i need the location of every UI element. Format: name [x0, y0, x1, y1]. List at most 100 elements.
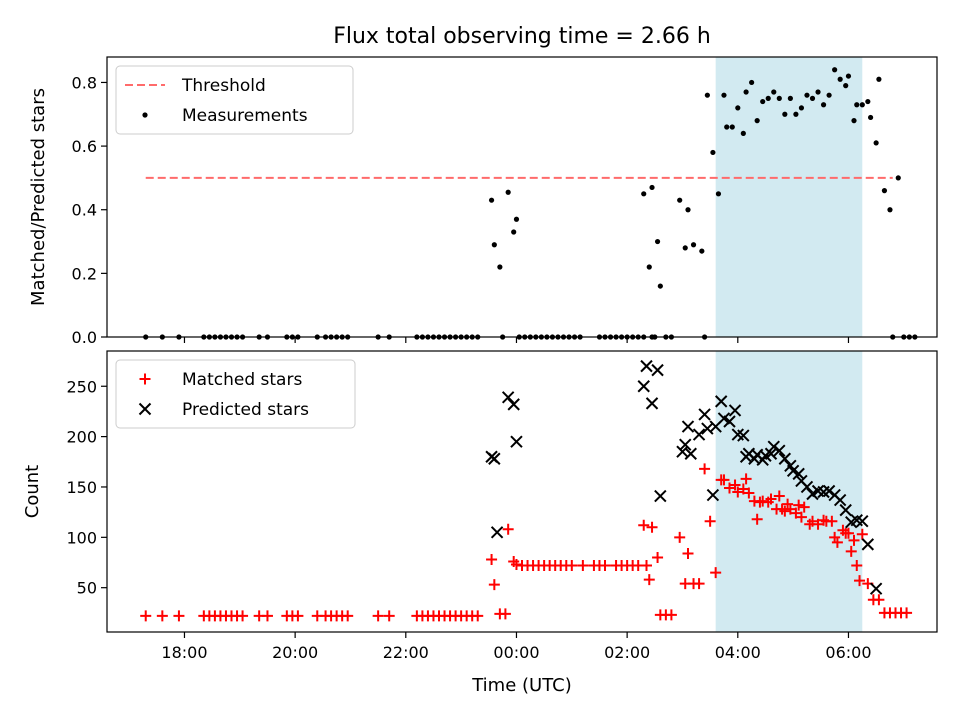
data-point: [873, 140, 879, 146]
data-point: [854, 102, 860, 108]
data-point: [740, 473, 752, 485]
y-tick-label: 0.2: [72, 264, 97, 283]
data-point: [881, 188, 888, 194]
data-point: [869, 582, 883, 595]
data-point: [502, 523, 514, 535]
x-tick-label: 00:00: [493, 643, 539, 662]
x-tick-label: 04:00: [715, 643, 761, 662]
data-point: [815, 89, 821, 95]
data-point: [851, 560, 863, 572]
data-point: [651, 363, 664, 377]
y-tick-label: 0.0: [72, 328, 97, 347]
data-point: [778, 452, 792, 465]
data-point: [771, 89, 777, 95]
data-point: [488, 579, 500, 591]
data-point: [685, 207, 691, 213]
y-tick-label: 100: [66, 528, 97, 547]
data-point: [641, 560, 652, 572]
plot-frame: [106, 56, 938, 338]
legend-box: [115, 359, 356, 429]
data-point: [843, 83, 849, 89]
data-point: [861, 538, 875, 551]
data-point: [724, 124, 730, 130]
data-point: [681, 420, 695, 433]
data-point: [491, 242, 497, 248]
data-point: [842, 527, 854, 539]
data-point: [704, 515, 716, 527]
data-point: [809, 95, 816, 101]
data-point: [704, 92, 710, 98]
data-point: [501, 391, 515, 404]
legend-marker-swatch: [138, 402, 152, 416]
x-axis-label: Time (UTC): [471, 675, 572, 696]
data-point: [599, 560, 611, 572]
data-point: [140, 610, 152, 622]
data-point: [505, 189, 511, 195]
legend-ratio: Threshold Measurements: [115, 65, 354, 135]
data-point: [652, 551, 664, 563]
y-tick-label: 0.4: [72, 201, 97, 220]
data-point: [718, 474, 730, 486]
data-point: [710, 149, 716, 156]
data-point: [706, 488, 720, 502]
data-point: [839, 503, 852, 517]
data-point: [826, 92, 832, 98]
data-point: [765, 493, 777, 505]
data-point: [237, 610, 249, 622]
data-point: [773, 490, 785, 502]
y-tick-label: 0.6: [72, 137, 97, 156]
data-point: [723, 415, 736, 428]
legend-entry-label: Predicted stars: [182, 400, 309, 420]
data-point: [577, 560, 589, 572]
data-point: [845, 73, 852, 79]
data-point: [901, 607, 913, 619]
data-point: [837, 76, 843, 82]
data-point: [856, 515, 869, 528]
data-point: [798, 105, 805, 111]
x-tick-label: 02:00: [604, 643, 650, 662]
data-point: [793, 499, 805, 511]
data-point: [383, 610, 395, 622]
data-point: [743, 487, 755, 499]
legend-marker-swatch: [139, 373, 151, 385]
data-point: [721, 92, 727, 98]
data-point: [793, 111, 799, 117]
series-0: [143, 67, 918, 340]
data-point: [832, 67, 838, 73]
data-point: [472, 610, 484, 622]
data-point: [856, 528, 868, 540]
legend-box: [115, 65, 354, 135]
data-point: [682, 245, 688, 251]
data-point: [732, 486, 744, 498]
data-point: [729, 124, 735, 130]
chart-title: Flux total observing time = 2.66 h: [333, 24, 711, 49]
data-point: [782, 111, 788, 117]
legend-entry-label: Measurements: [182, 106, 308, 126]
data-point: [637, 380, 650, 393]
data-point: [760, 98, 766, 105]
data-point: [488, 197, 495, 203]
legend-entry-label: Matched stars: [182, 370, 302, 390]
data-point: [490, 526, 504, 539]
data-point: [510, 435, 523, 448]
data-point: [800, 480, 814, 494]
data-point: [657, 283, 663, 289]
data-point: [698, 408, 711, 421]
data-point: [767, 440, 780, 453]
data-point: [643, 574, 655, 586]
data-point: [646, 264, 652, 270]
data-point: [765, 95, 771, 101]
data-point: [790, 507, 802, 519]
data-point: [701, 422, 714, 435]
data-point: [787, 95, 793, 101]
data-point: [895, 175, 901, 181]
data-point: [156, 610, 168, 622]
data-point: [851, 118, 857, 124]
data-point: [692, 428, 706, 441]
data-point: [764, 447, 778, 460]
data-point: [728, 404, 742, 417]
data-point: [511, 229, 517, 235]
x-tick-label: 20:00: [272, 643, 318, 662]
data-point: [510, 559, 522, 571]
y-tick-label: 200: [66, 428, 97, 447]
